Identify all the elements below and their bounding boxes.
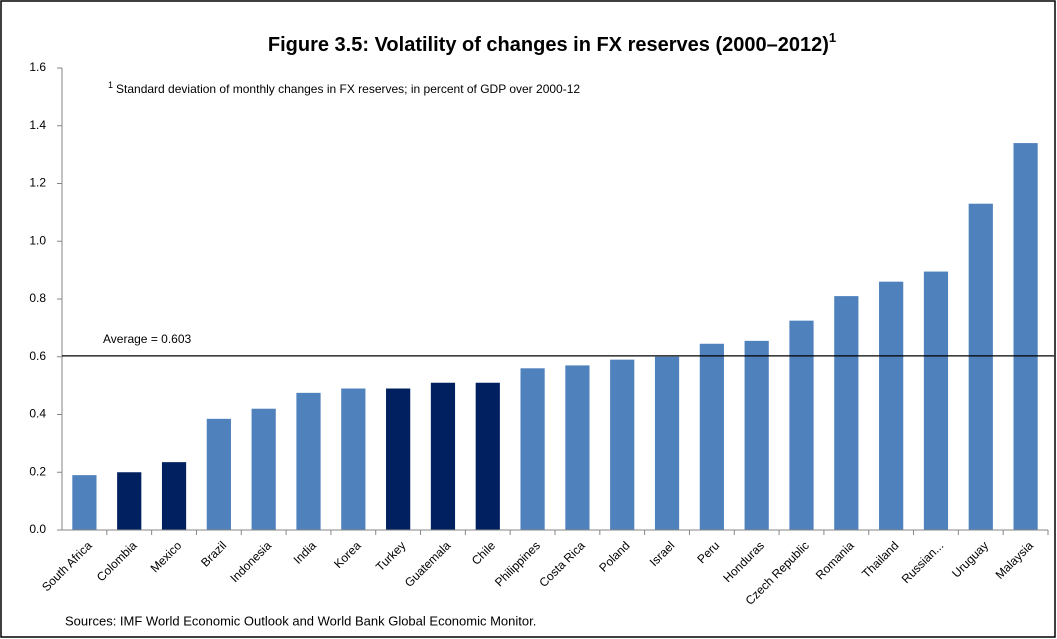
bar — [520, 368, 545, 530]
bar — [610, 359, 635, 530]
y-tick-label: 1.2 — [29, 176, 46, 190]
bar — [565, 365, 590, 530]
chart-title-group: Figure 3.5: Volatility of changes in FX … — [268, 30, 836, 56]
reference-label: Average = 0.603 — [103, 332, 192, 346]
bar — [654, 356, 680, 530]
y-tick-label: 0.4 — [29, 407, 46, 421]
footnote-mark: 1 — [108, 80, 113, 90]
bar — [744, 340, 769, 530]
footnote-text: Standard deviation of monthly changes in… — [116, 82, 580, 96]
bar — [251, 408, 276, 530]
bar — [834, 296, 859, 530]
chart-title: Figure 3.5: Volatility of changes in FX … — [268, 34, 829, 56]
source: Sources: IMF World Economic Outlook and … — [65, 613, 536, 628]
bar — [789, 320, 814, 530]
bar — [386, 388, 411, 530]
y-tick-label: 0.2 — [29, 464, 46, 478]
bar — [296, 392, 321, 530]
bar — [923, 271, 949, 530]
bar — [1013, 143, 1038, 530]
y-tick-label: 0.0 — [29, 522, 46, 536]
y-tick-label: 1.0 — [29, 233, 46, 247]
y-tick-label: 1.6 — [29, 60, 46, 74]
bar — [699, 343, 724, 530]
bar — [206, 418, 231, 530]
bar — [968, 203, 993, 530]
bar — [341, 388, 366, 530]
y-tick-label: 0.8 — [29, 291, 46, 305]
bar — [161, 462, 187, 530]
footnote-group: 1 Standard deviation of monthly changes i… — [108, 80, 580, 96]
bar — [72, 475, 97, 530]
bar — [475, 382, 500, 530]
bar — [117, 472, 142, 530]
y-tick-label: 1.4 — [29, 118, 46, 132]
bar — [879, 281, 904, 530]
y-tick-label: 0.6 — [29, 349, 46, 363]
bar — [430, 382, 456, 530]
title-marker: 1 — [829, 30, 836, 45]
